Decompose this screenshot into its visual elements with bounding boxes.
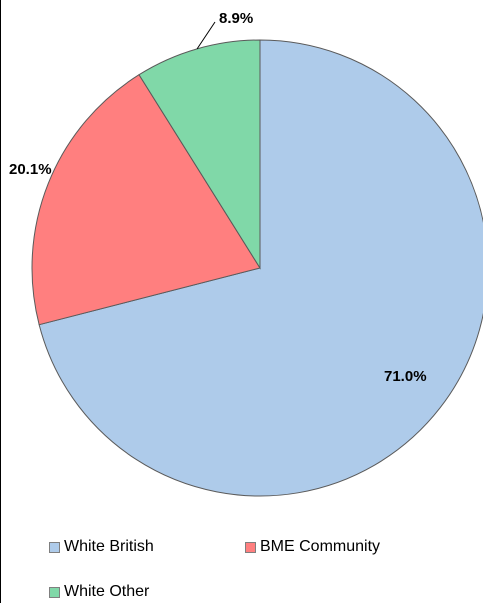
legend-swatch-white-other <box>49 586 60 598</box>
slice-white-british <box>38 39 483 497</box>
slice-white-other <box>138 39 261 270</box>
legend-label-white-british: White British <box>64 538 154 555</box>
leader-line-white-other <box>196 21 216 50</box>
legend-label-white-other: White Other <box>64 583 150 600</box>
legend-item-white-british: White British <box>49 538 154 556</box>
legend-item-bme-community: BME Community <box>245 538 380 556</box>
legend-item-white-other: White Other <box>49 583 149 601</box>
legend-swatch-white-british <box>49 541 60 553</box>
slice-label-bme-community: 20.1% <box>9 161 52 178</box>
slice-label-white-british: 71.0% <box>384 368 427 385</box>
legend-swatch-bme-community <box>245 541 256 553</box>
legend-label-bme-community: BME Community <box>260 538 381 555</box>
pie-slices <box>31 39 483 497</box>
slice-label-white-other: 8.9% <box>219 10 253 27</box>
slice-bme-community <box>31 74 261 326</box>
